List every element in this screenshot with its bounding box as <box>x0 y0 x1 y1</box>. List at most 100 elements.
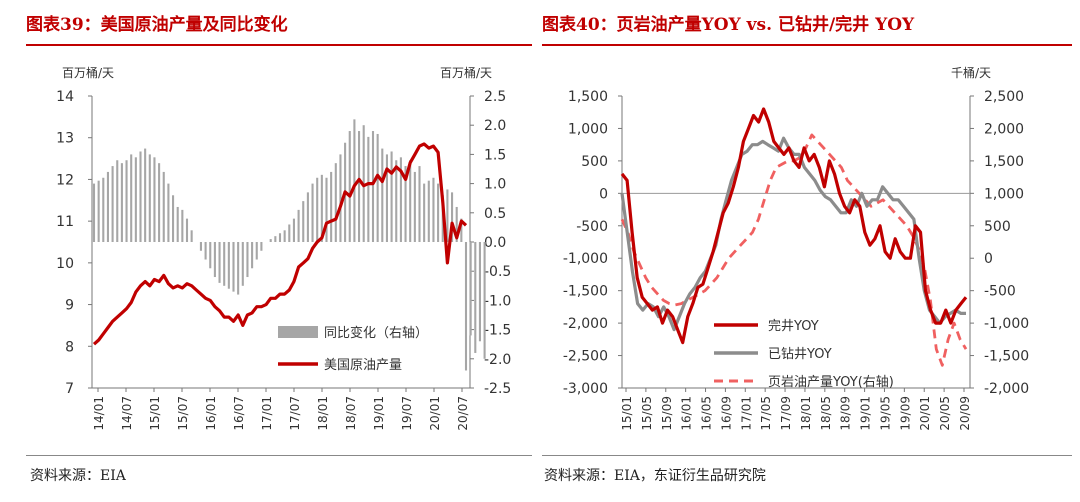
y-right-tick-label: 2.5 <box>484 89 506 105</box>
bar-yoy <box>455 206 458 242</box>
bar-yoy <box>232 242 235 292</box>
bar-yoy <box>111 166 114 242</box>
legend-swatch-bar <box>278 326 318 338</box>
bar-yoy <box>381 148 384 242</box>
y-right-tick-label: -2,000 <box>984 381 1029 397</box>
bar-yoy <box>92 183 96 242</box>
bar-yoy <box>102 177 105 242</box>
y-left-tick-label: 7 <box>65 381 74 397</box>
x-tick-label: 18/01 <box>799 396 813 431</box>
x-tick-label: 20/07 <box>456 396 470 431</box>
y-left-tick-label: -500 <box>576 219 608 235</box>
y-left-tick-label: 1,000 <box>568 121 608 137</box>
bar-yoy <box>283 230 286 242</box>
bar-yoy <box>460 218 463 242</box>
unit-right: 千桶/天 <box>951 65 991 80</box>
bar-yoy <box>302 201 305 242</box>
bar-yoy <box>116 160 119 242</box>
y-left-tick-label: -2,500 <box>563 349 608 365</box>
x-tick-label: 19/05 <box>878 396 892 431</box>
x-tick-label: 20/05 <box>938 396 952 431</box>
x-tick-label: 16/01 <box>680 396 694 431</box>
y-right-tick-label: -2.0 <box>484 352 511 368</box>
bar-yoy <box>306 192 309 242</box>
bar-yoy <box>464 242 468 371</box>
line-drilled-wells <box>620 136 966 332</box>
bar-yoy <box>469 242 472 336</box>
y-right-tick-label: 1.5 <box>484 147 506 163</box>
y-left-tick-label: 13 <box>56 131 74 147</box>
y-right-tick-label: -1.0 <box>484 293 511 309</box>
y-right-tick-label: -0.5 <box>484 264 511 280</box>
bar-yoy <box>125 160 128 242</box>
bar-yoy <box>199 242 202 251</box>
bar-yoy <box>144 148 147 242</box>
bar-yoy <box>325 177 328 242</box>
y-right-tick-label: 2,000 <box>984 121 1024 137</box>
y-left-tick-label: 11 <box>56 214 74 230</box>
legend-label-completed: 完井YOY <box>768 319 819 334</box>
bar-yoy <box>167 183 170 242</box>
bar-yoy <box>162 171 165 242</box>
bar-yoy <box>478 242 481 342</box>
bar-yoy <box>399 157 402 242</box>
bar-yoy <box>213 242 216 278</box>
x-tick-label: 19/07 <box>400 396 414 431</box>
y-right-tick-label: 2,500 <box>984 89 1024 105</box>
y-left-tick-label: 0 <box>599 186 608 202</box>
panel-crude-output: 图表39：美国原油产量及同比变化 百万桶/天 百万桶/天 7 8 9 10 11 12 13 14… <box>0 0 536 502</box>
title-rule <box>542 44 1072 46</box>
bar-yoy <box>148 154 151 242</box>
y-right-tick-label: 1.0 <box>484 177 506 193</box>
bar-yoy <box>181 209 184 242</box>
bar-yoy <box>292 218 295 242</box>
bar-yoy <box>209 242 212 269</box>
x-tick-label: 15/05 <box>640 396 654 431</box>
x-tick-label: 15/01 <box>620 396 634 431</box>
bar-yoy <box>172 195 175 242</box>
bar-yoy <box>288 224 291 242</box>
bar-yoy <box>237 242 240 295</box>
bar-yoy <box>185 218 189 242</box>
x-tick-label: 20/01 <box>918 396 932 431</box>
x-tick-label: 16/07 <box>232 396 246 431</box>
bar-yoy <box>353 119 356 242</box>
bar-yoy <box>278 233 282 242</box>
bar-yoy <box>367 136 370 242</box>
line-crude-output <box>92 142 468 346</box>
bar-yoy <box>339 154 342 242</box>
y-left-tick-label: -1,000 <box>563 251 608 267</box>
x-tick-label: 18/01 <box>316 396 330 431</box>
x-tick-label: 17/05 <box>759 396 773 431</box>
bar-yoy <box>218 242 221 283</box>
x-tick-label: 20/09 <box>958 396 972 431</box>
bar-yoy <box>320 174 323 242</box>
bar-yoy <box>204 242 207 260</box>
source-note: 资料来源：EIA，东证衍生品研究院 <box>544 468 766 484</box>
y-right-tick-label: -1,000 <box>984 316 1029 332</box>
bar-yoy <box>269 239 272 242</box>
bar-yoy <box>427 180 430 242</box>
bar-yoy <box>251 242 254 269</box>
bar-yoy <box>176 206 179 242</box>
chart-us-crude: 百万桶/天 百万桶/天 7 8 9 10 11 12 13 14 2.5 2.0 1.5 1.0 0.5 0.… <box>56 65 511 431</box>
bar-yoy <box>316 177 319 242</box>
x-tick-label: 16/05 <box>700 396 714 431</box>
bar-yoy <box>432 177 435 242</box>
y-right-tick-label: -500 <box>984 284 1016 300</box>
bar-yoy <box>106 171 109 242</box>
bar-yoy <box>371 131 375 242</box>
bar-yoy <box>297 209 300 242</box>
bar-yoy <box>120 163 123 242</box>
bar-yoy <box>385 154 388 242</box>
bar-yoy <box>451 192 454 242</box>
title-rule <box>26 44 532 46</box>
y-right-tick-label: 2.0 <box>484 118 506 134</box>
y-right-tick-label: 0.0 <box>484 235 506 251</box>
y-right-tick-label: -2.5 <box>484 381 511 397</box>
legend-label-drilled: 已钻井YOY <box>768 347 832 362</box>
y-left-tick-label: 12 <box>56 172 74 188</box>
legend-label-line: 美国原油产量 <box>324 358 402 373</box>
x-tick-label: 16/01 <box>204 396 218 431</box>
y-right-tick-label: 500 <box>984 219 1011 235</box>
